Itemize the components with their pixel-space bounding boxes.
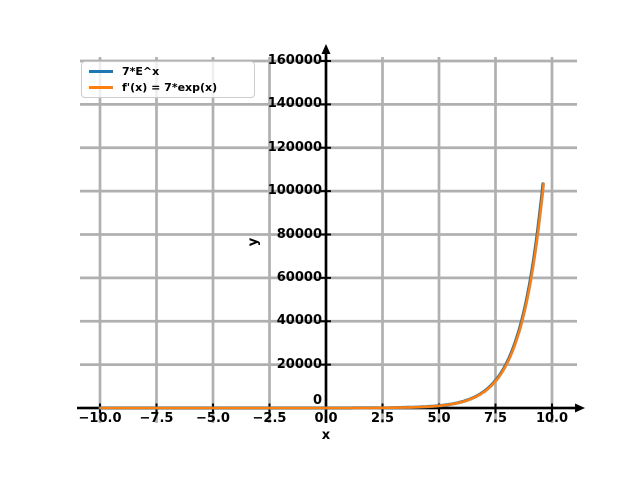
y-tick-label: 60000 [276, 269, 322, 285]
y-axis-label: y [246, 237, 261, 247]
legend-label-series2: f'(x) = 7*exp(x) [122, 80, 218, 94]
x-tick-label: 5.0 [427, 411, 451, 426]
x-tick-label: −7.5 [139, 411, 174, 426]
y-tick-label: 20000 [276, 356, 322, 372]
y-tick-label: 120000 [267, 139, 322, 155]
y-tick-label: 0 [312, 393, 322, 408]
series-line-orange [99, 182, 545, 410]
x-tick-label: 7.5 [483, 411, 508, 426]
x-axis-label: x [321, 428, 331, 443]
y-axis-arrowhead [321, 44, 331, 54]
x-tick-label: −10.0 [78, 411, 122, 426]
y-tick-label: 100000 [267, 183, 322, 199]
series-line-blue [98, 182, 545, 410]
x-axis-arrowhead [575, 403, 585, 413]
x-tick-label: −5.0 [196, 411, 230, 426]
legend-item: f'(x) = 7*exp(x) [82, 80, 254, 96]
legend-label-series1: 7*E^x [122, 65, 160, 79]
x-tick-label: 10.0 [535, 411, 569, 426]
y-tick-label: 160000 [267, 53, 322, 68]
legend: 7*E^x f'(x) = 7*exp(x) [81, 61, 255, 98]
legend-swatch-series1 [89, 70, 113, 74]
y-tick-label: 40000 [276, 313, 322, 329]
legend-swatch-series2 [89, 85, 113, 89]
x-tick-label: −2.5 [252, 411, 287, 426]
y-tick-label: 80000 [276, 226, 322, 242]
legend-item: 7*E^x [82, 64, 254, 80]
y-tick-label: 140000 [267, 96, 322, 112]
x-tick-label: 2.5 [370, 411, 395, 426]
